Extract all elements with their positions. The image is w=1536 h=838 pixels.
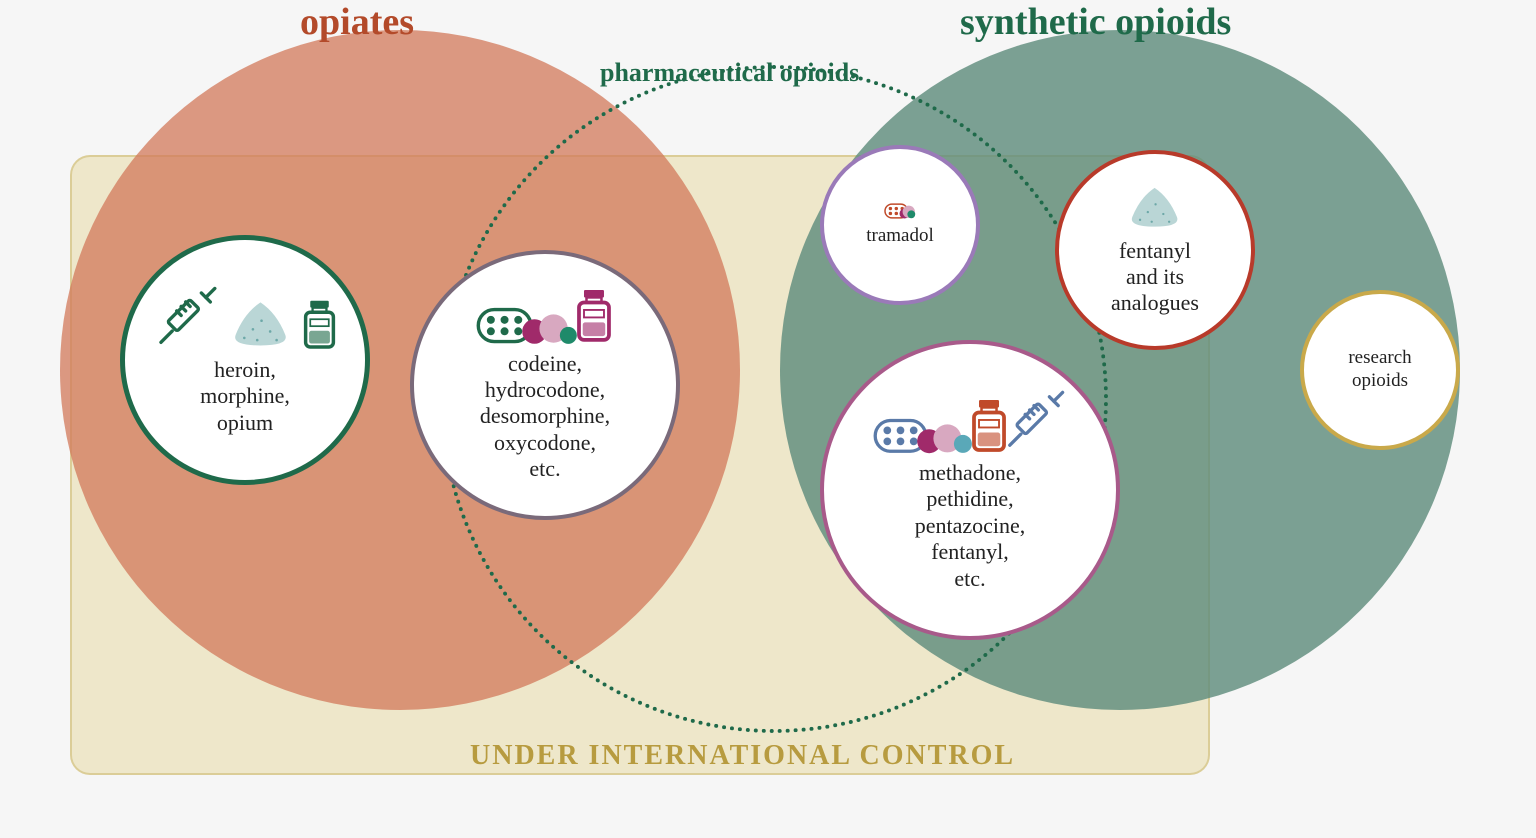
node-codeine: codeine,hydrocodone,desomorphine,oxycodo… [410,250,680,520]
vial-icon [301,298,338,351]
opiates-title: opiates [300,0,414,44]
node-codeine-label: codeine,hydrocodone,desomorphine,oxycodo… [480,351,610,483]
tramadol-icons [884,203,916,219]
node-heroin: heroin,morphine,opium [120,235,370,485]
node-methadone: methadone,pethidine,pentazocine,fentanyl… [820,340,1120,640]
node-fentanyl: fentanyland itsanalogues [1055,150,1255,350]
node-heroin-label: heroin,morphine,opium [200,357,290,436]
node-methadone-label: methadone,pethidine,pentazocine,fentanyl… [915,460,1026,592]
control-box-label: UNDER INTERNATIONAL CONTROL [470,740,1015,772]
syringe-icon [152,284,219,351]
node-fentanyl-label: fentanyland itsanalogues [1111,238,1199,317]
codeine-icons [476,287,614,344]
pharmaceutical-opioids-title: pharmaceutical opioids [600,58,859,88]
vial-icon [574,287,614,344]
synthetic-opioids-title: synthetic opioids [960,0,1231,44]
powder-icon [1120,183,1189,231]
node-research-label: researchopioids [1348,347,1411,393]
node-research: researchopioids [1300,290,1460,450]
syringe-icon [1001,388,1067,454]
powder-icon [222,297,299,351]
node-tramadol: tramadol [820,145,980,305]
fentanyl-icons [1120,183,1189,231]
diagram-canvas: opiates synthetic opioids pharmaceutical… [0,0,1536,838]
heroin-icons [152,284,337,351]
pill-icon [907,210,916,219]
methadone-icons [873,388,1067,454]
node-tramadol-label: tramadol [866,225,934,248]
